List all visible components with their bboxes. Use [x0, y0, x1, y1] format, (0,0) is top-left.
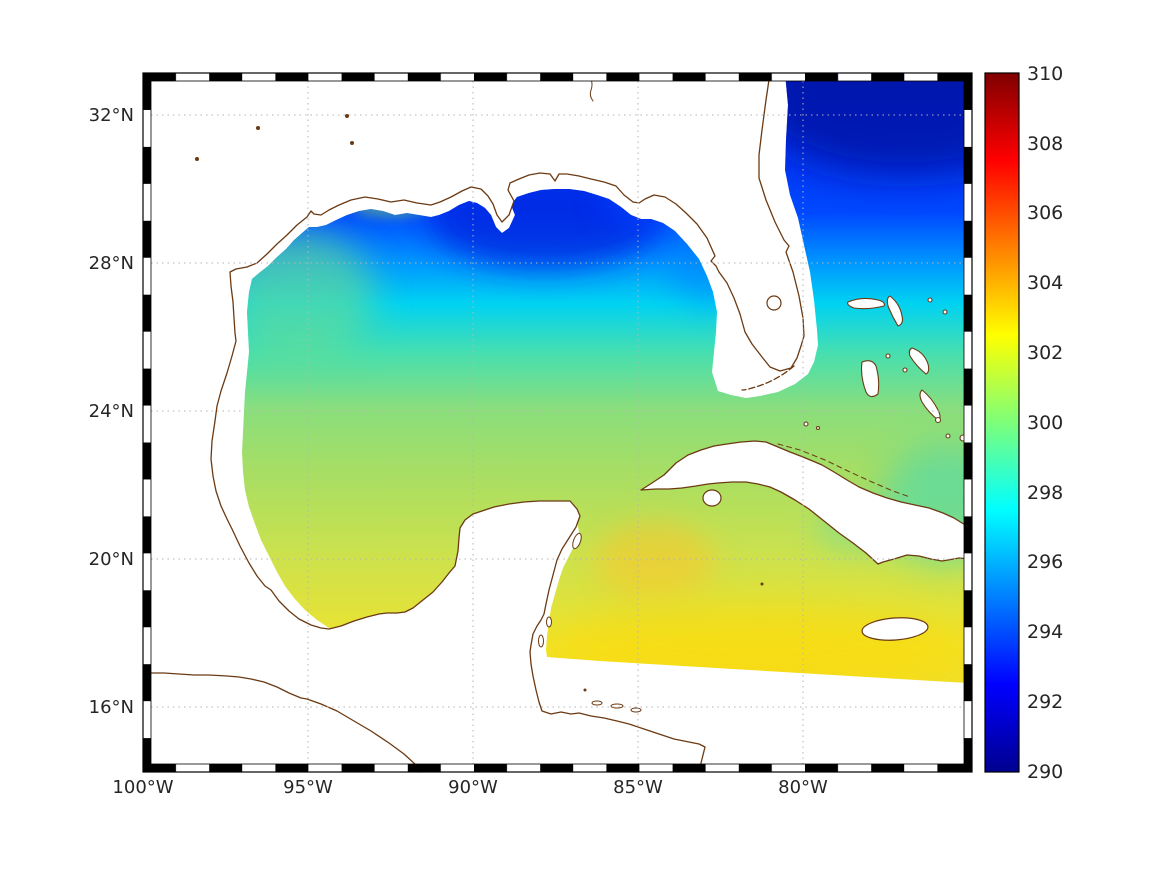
frame-outer-border	[142, 72, 973, 773]
cuba-north-cays	[777, 443, 911, 498]
cozumel-island	[572, 532, 582, 550]
cold-patch-atlantic	[755, 73, 970, 175]
lat-tick-label: 32°N	[89, 105, 134, 126]
lon-tick-label: 85°W	[613, 777, 663, 798]
lon-tick-label: 95°W	[283, 777, 333, 798]
colorbar-tick-label: 294	[1027, 621, 1063, 643]
colorbar-tick-label: 310	[1027, 63, 1063, 85]
frame-band-top	[143, 73, 972, 81]
florida-keys	[741, 365, 795, 391]
colorbar: 310 308 306 304 302 300 298 296 294 292 …	[984, 63, 1063, 783]
colorbar-frame	[984, 72, 1020, 773]
lon-tick-label: 80°W	[778, 777, 828, 798]
colorbar-tick-label: 292	[1027, 691, 1063, 713]
colorbar-tick-label: 296	[1027, 551, 1063, 573]
lat-tick-label: 24°N	[89, 401, 134, 422]
warm-patch-yucatan-channel	[595, 522, 715, 598]
frame-band-right	[964, 73, 972, 772]
small-islands-and-lakes	[195, 114, 764, 692]
coastline-gulf-atlantic	[210, 72, 805, 773]
frame-band-bottom	[143, 764, 972, 772]
jamaica	[861, 617, 929, 641]
colorbar-tick-label: 304	[1027, 272, 1063, 294]
frame-inner-border	[150, 80, 965, 765]
lat-axis: 32°N 28°N 24°N 20°N 16°N	[89, 105, 134, 718]
coastline-pacific	[142, 672, 421, 773]
colorbar-tick-label: 308	[1027, 133, 1063, 155]
gridlines	[151, 81, 964, 764]
lon-tick-label: 90°W	[448, 777, 498, 798]
lat-tick-label: 16°N	[89, 697, 134, 718]
colorbar-tick-label: 302	[1027, 342, 1063, 364]
colorbar-tick-labels: 310 308 306 304 302 300 298 296 294 292 …	[1027, 63, 1063, 783]
colorbar-tick-label: 300	[1027, 412, 1063, 434]
colorbar-tick-label: 306	[1027, 202, 1063, 224]
frame-band-left	[143, 73, 151, 772]
colorbar-gradient	[985, 73, 1019, 772]
map-frame	[142, 72, 973, 773]
colorbar-tick-label: 290	[1027, 761, 1063, 783]
lat-tick-label: 28°N	[89, 253, 134, 274]
lat-tick-label: 20°N	[89, 549, 134, 570]
lon-tick-label: 100°W	[112, 777, 173, 798]
isle-of-youth	[702, 489, 722, 507]
colorbar-tick-label: 298	[1027, 482, 1063, 504]
lon-axis: 100°W 95°W 90°W 85°W 80°W	[112, 777, 828, 798]
lake-okeechobee	[766, 295, 782, 311]
